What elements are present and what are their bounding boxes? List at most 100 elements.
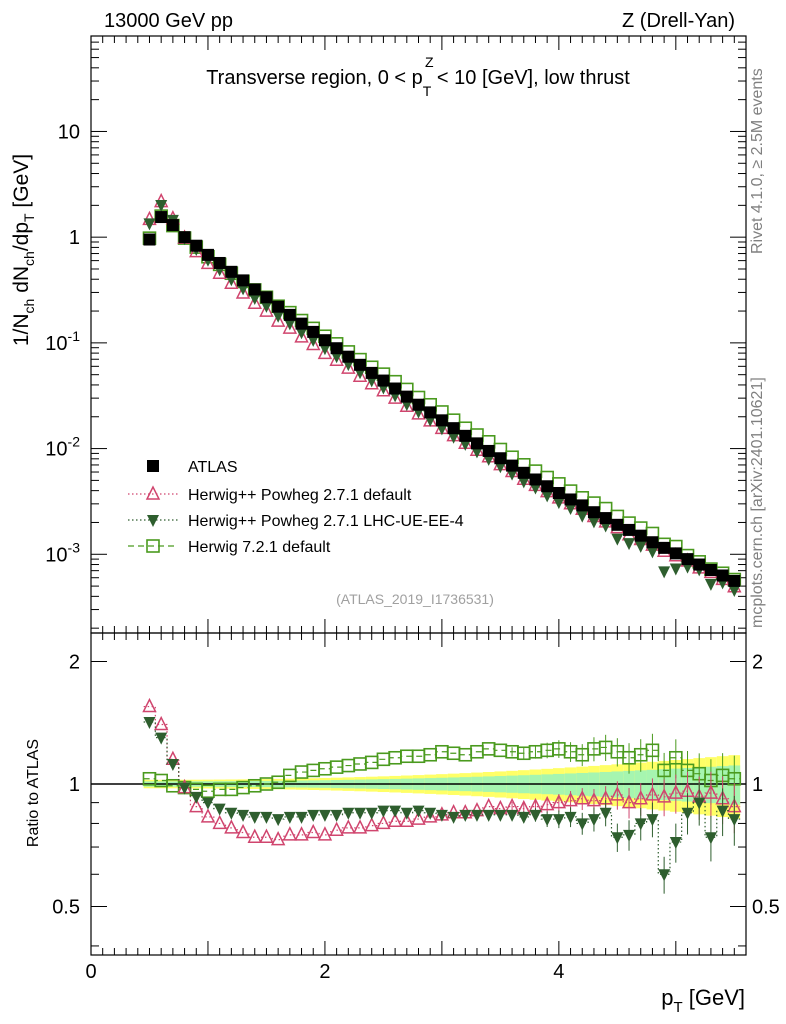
main-point-atlas — [330, 342, 343, 355]
ratio-point-herwigpp-default — [153, 715, 169, 731]
main-point-atlas — [225, 265, 238, 278]
y-axis-label-ratio: Ratio to ATLAS — [25, 739, 42, 847]
main-point-atlas — [190, 239, 203, 252]
ratio-point-herwigpp-ue-ee-4 — [704, 832, 717, 845]
x-tick-label: 4 — [553, 961, 564, 983]
ratio-point-herwigpp-ue-ee-4 — [389, 805, 402, 818]
legend-marker-atlas — [147, 460, 159, 472]
ratio-point-herwigpp-default — [621, 793, 637, 809]
main-point-herwigpp-ue-ee-4 — [318, 343, 331, 356]
main-point-atlas — [693, 558, 706, 571]
y-tick-label-base: 1 — [69, 227, 80, 249]
main-point-atlas — [377, 374, 390, 387]
header-right: Z (Drell-Yan) — [622, 10, 735, 32]
plot-title-pre: Transverse region, 0 < p — [206, 67, 423, 89]
main-point-atlas — [634, 529, 647, 542]
ratio-point-herwigpp-ue-ee-4 — [529, 809, 542, 822]
legend-label-herwig7: Herwig 7.2.1 default — [188, 539, 331, 556]
y-tick-label-base: 10 — [45, 333, 67, 355]
ratio-point-herwigpp-default — [563, 791, 578, 807]
ratio-point-herwigpp-ue-ee-4 — [143, 717, 156, 730]
main-point-herwigpp-default — [224, 274, 239, 289]
y-tick-label-ratio-right: 0.5 — [752, 896, 780, 918]
y-tick-label-main: 1 — [69, 227, 80, 249]
ratio-point-herwigpp-ue-ee-4 — [318, 809, 331, 822]
y-tick-label-ratio-right: 1 — [752, 774, 763, 796]
legend-label-herwigpp-default: Herwig++ Powheg 2.7.1 default — [188, 487, 412, 504]
main-point-herwigpp-default — [247, 294, 262, 310]
y-tick-label-main: 10-2 — [45, 434, 80, 461]
ratio-point-herwigpp-default — [551, 793, 567, 809]
ratio-point-herwigpp-default — [282, 826, 298, 841]
y-axis-label-main-p2: ch — [21, 299, 37, 314]
plot-title-post: < 10 [GeV], low thrust — [431, 67, 630, 89]
main-point-herwigpp-default — [294, 328, 309, 343]
ratio-point-herwigpp-default — [399, 812, 415, 827]
ratio-point-herwigpp-ue-ee-4 — [283, 811, 296, 824]
ratio-point-herwigpp-ue-ee-4 — [166, 758, 179, 771]
main-point-herwigpp-default — [411, 405, 426, 420]
ratio-point-herwigpp-ue-ee-4 — [377, 805, 390, 818]
ratio-line-herwigpp-ue-ee-4 — [143, 721, 741, 875]
y-tick-label-base: 10 — [58, 121, 80, 143]
ratio-point-herwigpp-default — [142, 697, 157, 713]
ratio-point-herwigpp-default — [656, 788, 672, 803]
ratio-point-herwigpp-default — [364, 816, 379, 832]
y-axis-label-main-p3: dN — [10, 266, 33, 299]
main-point-herwigpp-ue-ee-4 — [295, 327, 308, 340]
main-point-atlas — [389, 382, 402, 395]
main-point-herwigpp-ue-ee-4 — [634, 540, 647, 553]
y-tick-label-exponent: -1 — [68, 328, 81, 344]
ratio-point-herwigpp-ue-ee-4 — [412, 805, 425, 818]
main-point-herwigpp-default — [364, 375, 379, 390]
x-axis-label-unit: [GeV] — [683, 985, 745, 1010]
plot-title-sup: Z — [425, 54, 434, 70]
legend-label-atlas: ATLAS — [188, 459, 238, 476]
analysis-tag: (ATLAS_2019_I1736531) — [336, 591, 494, 607]
ratio-point-herwigpp-ue-ee-4 — [272, 814, 285, 827]
main-point-herwigpp-ue-ee-4 — [470, 446, 483, 459]
main-point-herwigpp-default — [200, 254, 216, 270]
main-point-herwigpp-default — [270, 312, 286, 327]
main-point-herwigpp-ue-ee-4 — [494, 461, 507, 474]
main-point-herwigpp-default — [387, 389, 403, 404]
ratio-point-herwigpp-ue-ee-4 — [237, 809, 250, 822]
ratio-point-herwigpp-ue-ee-4 — [681, 807, 694, 820]
main-point-herwigpp-ue-ee-4 — [658, 566, 671, 579]
main-point-herwigpp-ue-ee-4 — [623, 538, 636, 551]
y-tick-label-exponent: -2 — [68, 434, 81, 450]
main-point-herwigpp-ue-ee-4 — [248, 293, 261, 306]
ratio-point-herwigpp-default — [270, 830, 286, 846]
main-point-herwigpp-default — [235, 284, 251, 299]
main-point-atlas — [295, 317, 308, 330]
main-point-atlas — [646, 536, 659, 549]
x-tick-label: 2 — [319, 961, 330, 983]
ratio-point-herwigpp-ue-ee-4 — [693, 797, 706, 810]
plot-title: Transverse region, 0 < pT < 10 [GeV], lo… — [206, 67, 630, 99]
legend-marker-herwigpp-default — [145, 485, 161, 500]
ratio-point-herwigpp-ue-ee-4 — [424, 807, 437, 820]
main-point-atlas — [681, 553, 694, 566]
main-point-herwigpp-ue-ee-4 — [143, 218, 156, 231]
legend-label-herwigpp-ue-ee-4: Herwig++ Powheg 2.7.1 LHC-UE-EE-4 — [188, 513, 464, 530]
ratio-point-herwigpp-default — [668, 784, 684, 799]
y-axis-label-main: 1/Nch dNch/dpT [GeV] — [10, 154, 37, 346]
ratio-point-herwigpp-default — [259, 828, 274, 843]
main-point-herwigpp-default — [352, 367, 368, 382]
ratio-point-herwig7 — [669, 750, 683, 765]
ratio-point-herwigpp-default — [575, 790, 590, 805]
ratio-point-herwigpp-ue-ee-4 — [470, 809, 483, 822]
ratio-point-herwigpp-default — [212, 814, 227, 830]
main-point-atlas — [260, 291, 273, 304]
main-point-herwigpp-ue-ee-4 — [260, 300, 273, 313]
y-tick-label-ratio-left: 0.5 — [52, 896, 80, 918]
main-point-atlas — [237, 274, 250, 287]
ratio-point-herwigpp-ue-ee-4 — [190, 791, 203, 804]
y-tick-label-ratio-left: 1 — [69, 774, 80, 796]
ratio-point-herwigpp-ue-ee-4 — [623, 829, 636, 842]
main-point-atlas — [178, 231, 191, 244]
ratio-point-herwigpp-default — [376, 814, 391, 830]
legend: ATLAS Herwig++ Powheg 2.7.1 default Herwig… — [128, 459, 464, 556]
